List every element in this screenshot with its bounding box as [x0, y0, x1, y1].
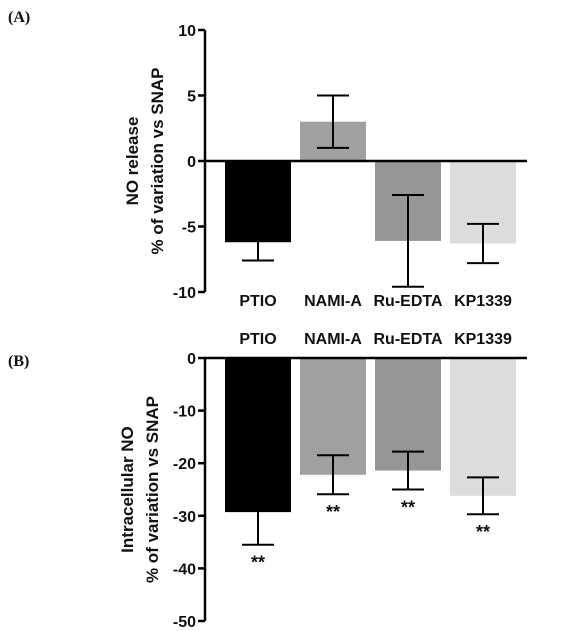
- panel-letter: (B): [8, 353, 29, 370]
- y-axis-label: NO release: [123, 117, 142, 206]
- bar-kp1339: [450, 358, 516, 496]
- category-label-ptio: PTIO: [239, 293, 276, 310]
- y-tick-label: -10: [173, 404, 196, 421]
- significance-marker: **: [326, 502, 340, 522]
- y-axis-label: Intracellular NO: [118, 426, 137, 553]
- y-axis-label: % of variation vs SNAP: [148, 67, 167, 254]
- y-tick-label: -40: [173, 561, 196, 578]
- panel-letter: (A): [8, 9, 30, 26]
- category-label-ptio: PTIO: [239, 331, 276, 348]
- category-label-kp1339: KP1339: [454, 331, 512, 348]
- y-tick-label: 10: [178, 23, 196, 40]
- y-axis-label: % of variation vs SNAP: [143, 396, 162, 583]
- category-label-nami-a: NAMI-A: [304, 331, 362, 348]
- panel-a: (A) 10 5 0 -5 -10 PTIO NAMI-A Ru-EDTA KP1339 NO re…: [8, 9, 527, 310]
- significance-marker: **: [251, 553, 265, 573]
- y-tick-label: 0: [187, 154, 196, 171]
- y-tick-label: -50: [173, 614, 196, 631]
- category-label-ru-edta: Ru-EDTA: [373, 331, 442, 348]
- significance-marker: **: [476, 522, 490, 542]
- significance-marker: **: [401, 498, 415, 518]
- panel-b: (B) 0 -10 -20 -30 -40 -50 PTIO NAMI-A Ru-EDTA KP13…: [8, 331, 527, 631]
- category-label-kp1339: KP1339: [454, 293, 512, 310]
- y-tick-label: -20: [173, 456, 196, 473]
- y-tick-label: -30: [173, 509, 196, 526]
- y-tick-label: 0: [187, 351, 196, 368]
- y-tick-label: -10: [173, 285, 196, 302]
- category-label-ru-edta: Ru-EDTA: [373, 293, 442, 310]
- y-tick-label: -5: [182, 220, 196, 237]
- y-tick-label: 5: [187, 89, 196, 106]
- category-label-nami-a: NAMI-A: [304, 293, 362, 310]
